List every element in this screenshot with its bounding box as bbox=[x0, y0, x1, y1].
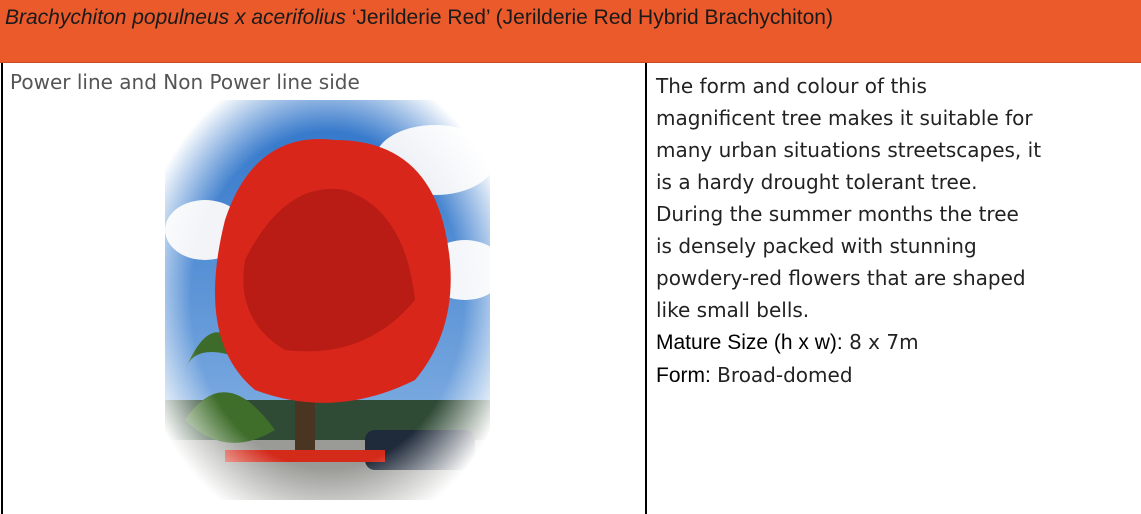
description-line: is a hardy drought tolerant tree. bbox=[656, 166, 1141, 198]
tree-photo bbox=[165, 100, 490, 500]
description-line: is densely packed with stunning bbox=[656, 230, 1141, 262]
table-border bbox=[645, 63, 647, 514]
description-line: many urban situations streetscapes, it bbox=[656, 134, 1141, 166]
page: Brachychiton populneus x acerifolius ‘Je… bbox=[0, 0, 1141, 514]
title-italic: Brachychiton populneus x acerifolius bbox=[5, 6, 346, 29]
field-row: Mature Size (h x w): 8 x 7m bbox=[656, 326, 1141, 359]
field-label: Mature Size (h x w): bbox=[656, 331, 843, 354]
title-rest: ‘Jerilderie Red’ (Jerilderie Red Hybrid … bbox=[346, 6, 833, 29]
description-line: magnificent tree makes it suitable for bbox=[656, 102, 1141, 134]
table-border bbox=[1, 63, 3, 514]
field-value: 8 x 7m bbox=[843, 330, 919, 354]
description-line: The form and colour of this bbox=[656, 70, 1141, 102]
description-line: During the summer months the tree bbox=[656, 198, 1141, 230]
description-line: like small bells. bbox=[656, 294, 1141, 326]
field-row: Form: Broad-domed bbox=[656, 359, 1141, 392]
field-value: Broad-domed bbox=[711, 363, 853, 387]
table-header: Brachychiton populneus x acerifolius ‘Je… bbox=[0, 0, 1141, 63]
field-label: Form: bbox=[656, 364, 711, 387]
description-line: powdery-red flowers that are shaped bbox=[656, 262, 1141, 294]
power-line-text: Power line and Non Power line side bbox=[10, 70, 360, 94]
